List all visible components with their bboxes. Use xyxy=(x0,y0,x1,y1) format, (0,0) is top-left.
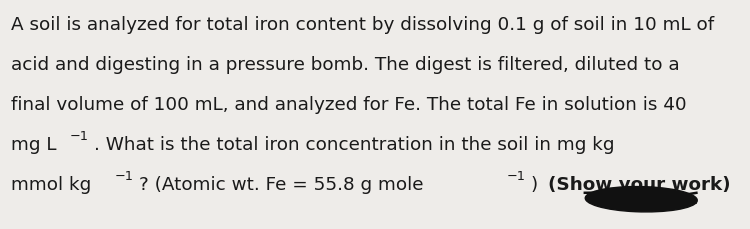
Text: A soil is analyzed for total iron content by dissolving 0.1 g of soil in 10 mL o: A soil is analyzed for total iron conten… xyxy=(11,16,714,34)
Text: acid and digesting in a pressure bomb. The digest is filtered, diluted to a: acid and digesting in a pressure bomb. T… xyxy=(11,56,680,74)
Ellipse shape xyxy=(585,187,698,212)
Text: −1: −1 xyxy=(115,170,134,183)
Text: ): ) xyxy=(531,176,544,194)
Text: mmol kg: mmol kg xyxy=(11,176,92,194)
Text: mg L: mg L xyxy=(11,136,57,154)
Text: final volume of 100 mL, and analyzed for Fe. The total Fe in solution is 40: final volume of 100 mL, and analyzed for… xyxy=(11,96,687,114)
Text: −1: −1 xyxy=(506,170,526,183)
Text: −1: −1 xyxy=(70,130,89,143)
Text: (Show your work): (Show your work) xyxy=(548,176,730,194)
Text: . What is the total iron concentration in the soil in mg kg: . What is the total iron concentration i… xyxy=(94,136,615,154)
Text: ? (Atomic wt. Fe = 55.8 g mole: ? (Atomic wt. Fe = 55.8 g mole xyxy=(140,176,424,194)
